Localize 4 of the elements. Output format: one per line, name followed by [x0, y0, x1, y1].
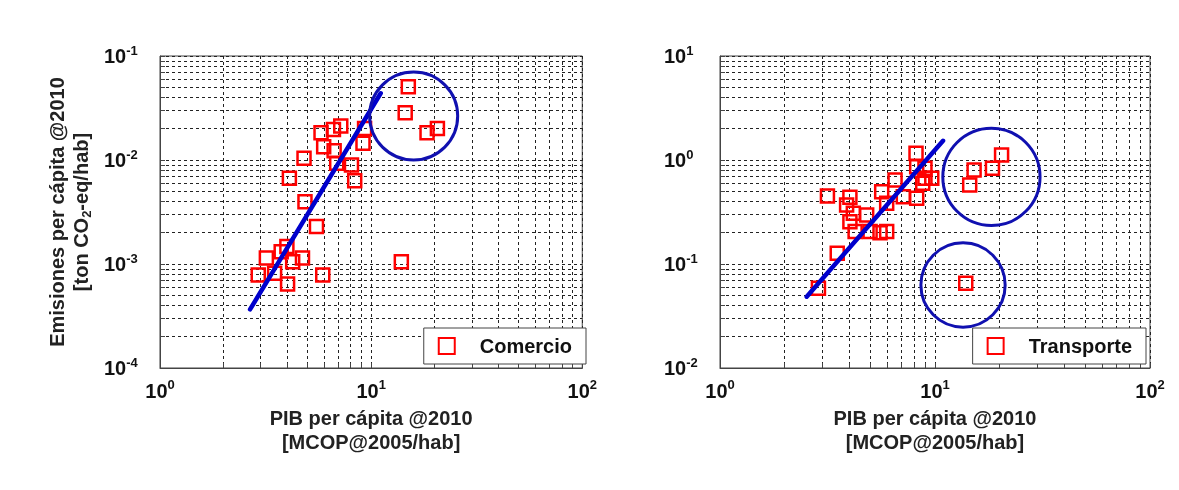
x-axis-title: PIB per cápita @2010 [MCOP@2005/hab] [833, 407, 1037, 453]
legend-label: Comercio [479, 335, 572, 357]
legend-label: Transporte [1028, 335, 1132, 357]
x-axis-title: PIB per cápita @2010 [MCOP@2005/hab] [269, 407, 473, 453]
